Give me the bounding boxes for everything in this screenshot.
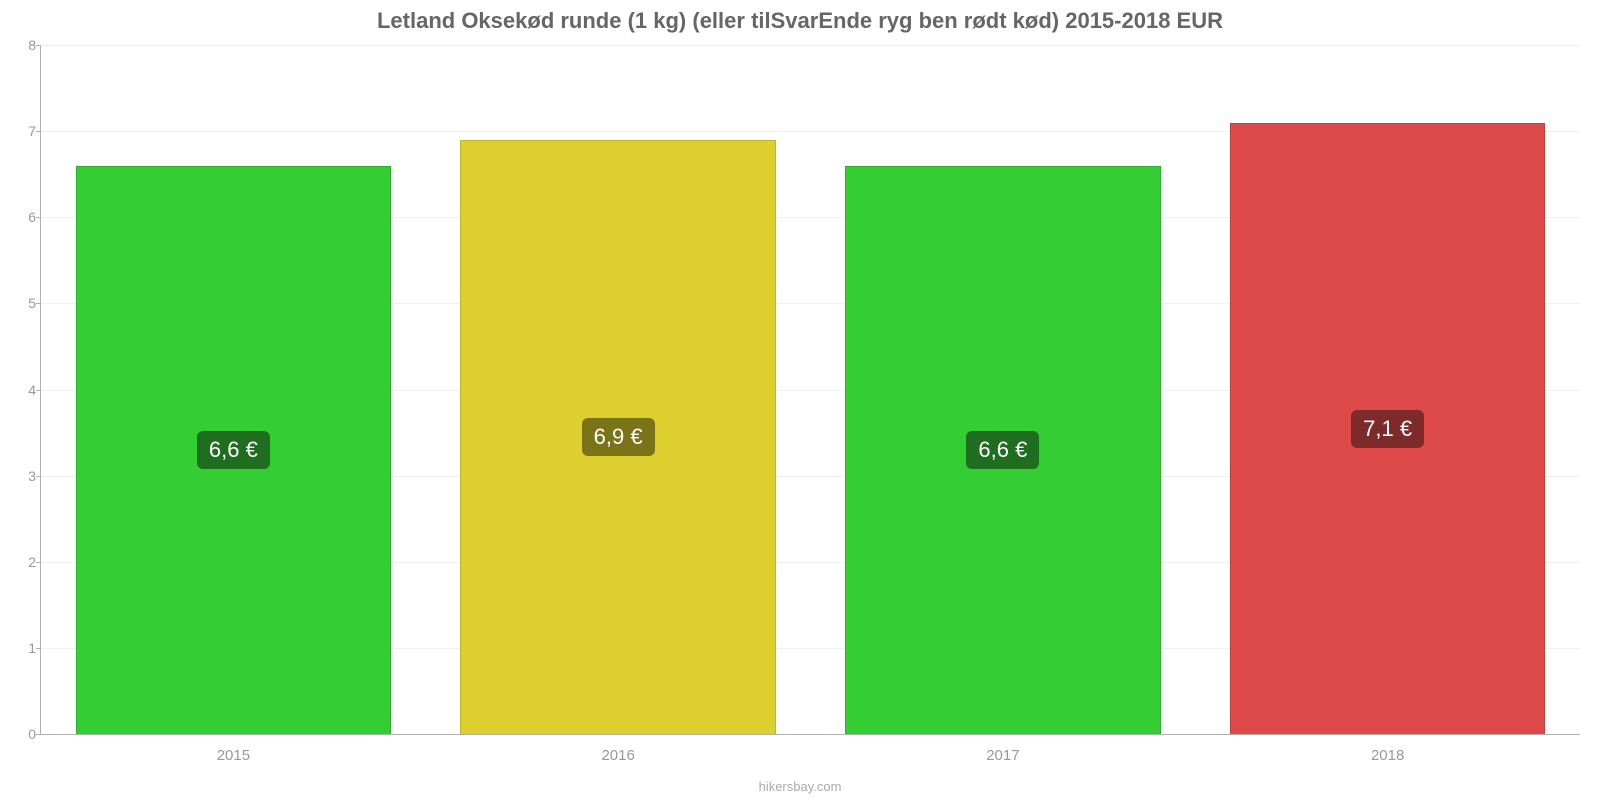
bar-value-label: 6,6 €	[197, 431, 270, 469]
ytick-label: 8	[11, 37, 36, 53]
bar: 7,1 €	[1230, 123, 1545, 734]
attribution-text: hikersbay.com	[0, 779, 1600, 794]
bar: 6,9 €	[460, 140, 775, 734]
chart-title: Letland Oksekød runde (1 kg) (eller tilS…	[0, 8, 1600, 34]
bar-slot: 6,6 €2017	[811, 45, 1196, 734]
ytick-label: 4	[11, 382, 36, 398]
ytick-label: 7	[11, 123, 36, 139]
bar-value-label: 6,9 €	[582, 418, 655, 456]
bar: 6,6 €	[845, 166, 1160, 734]
bar-slot: 6,9 €2016	[426, 45, 811, 734]
ytick-label: 3	[11, 468, 36, 484]
ytick-label: 6	[11, 209, 36, 225]
bar-chart: Letland Oksekød runde (1 kg) (eller tilS…	[0, 0, 1600, 800]
ytick-mark	[36, 734, 41, 735]
ytick-label: 1	[11, 640, 36, 656]
ytick-label: 2	[11, 554, 36, 570]
xtick-label: 2017	[986, 747, 1019, 764]
bar-value-label: 7,1 €	[1351, 410, 1424, 448]
bar-value-label: 6,6 €	[966, 431, 1039, 469]
bars-group: 6,6 €20156,9 €20166,6 €20177,1 €2018	[41, 45, 1580, 734]
ytick-label: 5	[11, 295, 36, 311]
plot-area: 6,6 €20156,9 €20166,6 €20177,1 €2018 012…	[40, 45, 1580, 735]
bar: 6,6 €	[76, 166, 391, 734]
xtick-label: 2016	[601, 747, 634, 764]
bar-slot: 7,1 €2018	[1195, 45, 1580, 734]
bar-slot: 6,6 €2015	[41, 45, 426, 734]
ytick-label: 0	[11, 726, 36, 742]
xtick-label: 2018	[1371, 747, 1404, 764]
xtick-label: 2015	[217, 747, 250, 764]
